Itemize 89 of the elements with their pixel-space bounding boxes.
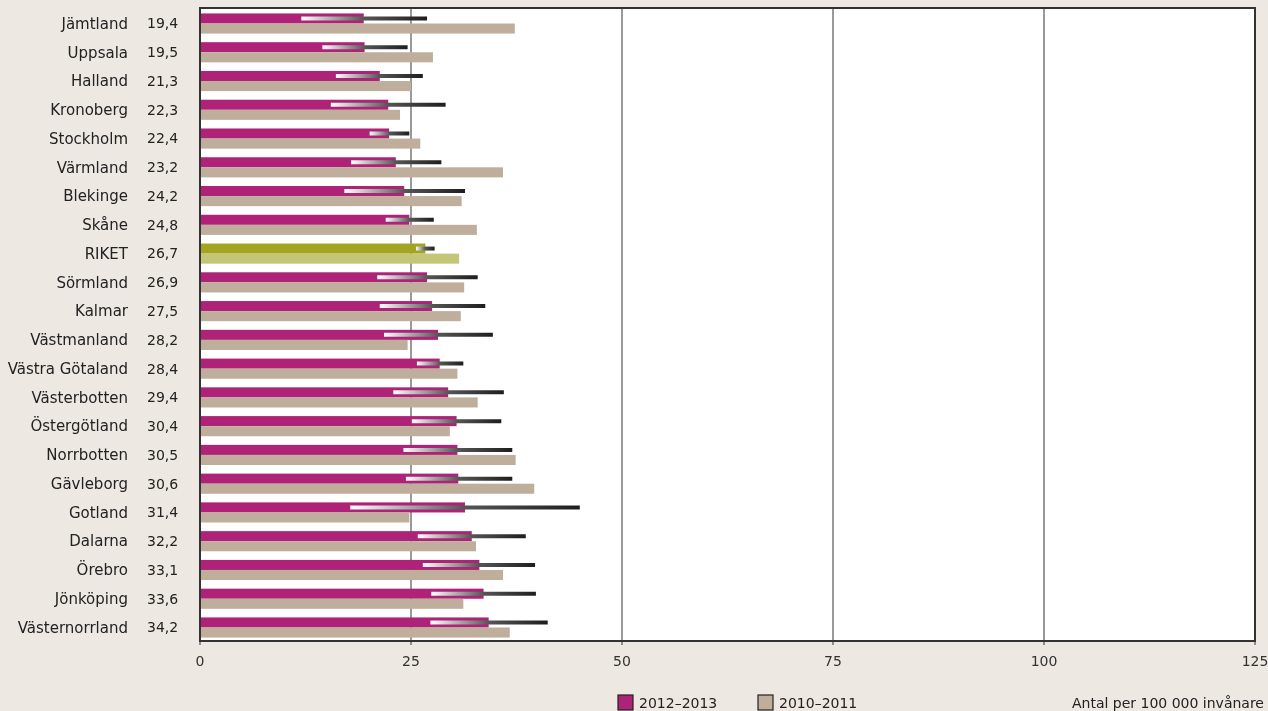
y-tick-label: Skåne: [82, 216, 128, 235]
x-tick-label: 0: [195, 653, 205, 669]
bar: [200, 569, 503, 581]
y-tick-label: Värmland: [56, 158, 128, 177]
bar: [200, 588, 484, 599]
y-tick-label: Västra Götaland: [7, 359, 128, 378]
bar: [200, 52, 433, 63]
data-label: 27,5: [147, 303, 179, 320]
bar: [200, 483, 535, 494]
x-tick-label: 75: [824, 653, 842, 669]
data-label: 26,7: [147, 245, 179, 262]
x-tick-label: 100: [1030, 653, 1058, 669]
data-label: 31,4: [147, 504, 179, 521]
bar: [200, 559, 480, 570]
bar: [200, 157, 396, 168]
data-label: 30,6: [147, 475, 179, 492]
y-tick-label: Västmanland: [30, 331, 128, 350]
legend-label: 2010–2011: [779, 695, 858, 711]
data-label: 30,4: [147, 418, 179, 435]
bar: [200, 444, 458, 455]
bar: [200, 598, 464, 609]
y-tick-label: Örebro: [76, 560, 128, 580]
data-label: 30,5: [147, 446, 179, 463]
bar: [200, 128, 390, 139]
y-tick-label: Gävleborg: [50, 474, 128, 493]
bar: [200, 311, 461, 322]
x-tick-label: 50: [613, 653, 631, 669]
bar: [200, 339, 408, 350]
bar: [200, 541, 476, 552]
data-label: 29,4: [147, 389, 179, 406]
bar: [200, 167, 503, 178]
bar: [200, 282, 465, 293]
y-tick-label: Norrbotten: [46, 446, 128, 465]
data-label: 28,4: [147, 360, 179, 377]
bar: [200, 473, 459, 484]
data-label: 26,9: [147, 274, 179, 291]
x-tick-label: 125: [1241, 653, 1268, 669]
bar: [200, 138, 421, 149]
bar: [200, 512, 410, 523]
bar: [200, 397, 478, 408]
data-label: 19,5: [147, 44, 179, 61]
y-tick-label: Blekinge: [63, 187, 128, 206]
y-tick-label: Jämtland: [60, 14, 128, 33]
bar: [200, 272, 428, 283]
bar: [200, 531, 472, 542]
y-tick-label: Kalmar: [75, 302, 129, 321]
y-tick-label: Sörmland: [56, 273, 128, 292]
y-tick-label: RIKET: [84, 244, 129, 263]
data-label: 33,6: [147, 590, 179, 607]
bar: [200, 387, 449, 398]
x-tick-label: 25: [402, 653, 420, 669]
bar: [200, 23, 515, 34]
y-tick-label: Dalarna: [69, 532, 128, 551]
bar: [200, 416, 457, 427]
bar: [200, 627, 510, 638]
data-label: 23,2: [147, 159, 179, 176]
y-tick-label: Västernorrland: [17, 618, 128, 637]
y-tick-label: Gotland: [68, 503, 128, 522]
data-label: 22,4: [147, 130, 179, 147]
bar: [200, 243, 426, 254]
data-label: 24,8: [147, 216, 179, 233]
text: Antal per 100 000 invånare: [1071, 695, 1264, 711]
bar: [200, 253, 460, 264]
y-tick-label: Kronoberg: [50, 101, 128, 120]
y-tick-label: Östergötland: [30, 416, 128, 436]
y-tick-label: Uppsala: [67, 43, 128, 62]
data-label: 19,4: [147, 15, 179, 32]
bar: [200, 196, 462, 207]
bar: [200, 358, 440, 369]
data-label: 24,2: [147, 187, 179, 204]
bar: [200, 368, 458, 379]
legend-label: 2012–2013: [639, 695, 718, 711]
data-label: 22,3: [147, 101, 179, 118]
bar: [200, 454, 516, 465]
bar: [200, 426, 450, 437]
y-tick-label: Stockholm: [49, 129, 128, 148]
bar: [200, 109, 401, 120]
data-label: 28,2: [147, 331, 179, 348]
bar: [200, 617, 489, 628]
data-label: 33,1: [147, 561, 179, 578]
y-tick-label: Västerbotten: [31, 388, 128, 407]
y-tick-label: Halland: [70, 72, 128, 91]
y-tick-label: Jönköping: [53, 589, 128, 608]
data-label: 21,3: [147, 72, 179, 89]
bar: [200, 81, 411, 92]
bar: [200, 214, 410, 225]
data-label: 34,2: [147, 619, 179, 636]
bar: [200, 224, 477, 235]
data-label: 32,2: [147, 533, 179, 550]
